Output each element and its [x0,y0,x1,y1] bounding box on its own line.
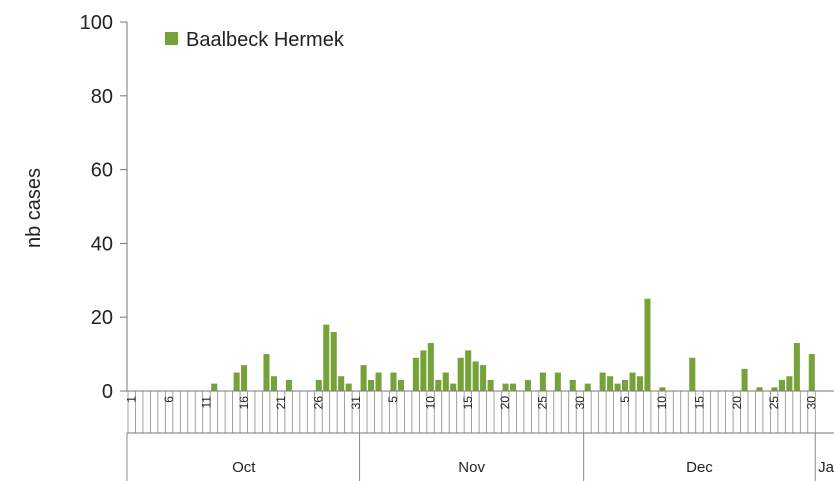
bar [450,383,457,391]
bar [636,376,644,391]
bar [741,368,748,391]
y-axis-title: nb cases [23,168,45,248]
month-label: Dec [686,459,713,476]
bar [270,376,277,391]
bar [569,379,576,391]
x-tick-label: 31 [349,396,363,410]
bar [412,357,419,391]
bar [263,354,270,391]
bar [241,365,248,391]
bar [397,379,404,391]
y-axis: 0 20 40 60 80 100 [80,12,128,403]
bar [345,383,352,391]
bar [442,372,449,391]
x-tick-label: 25 [536,396,550,410]
legend: Baalbeck Hermek [165,29,345,51]
y-tick-label: 100 [80,12,113,34]
bar [539,372,546,391]
bar [599,372,606,391]
y-tick-label: 20 [91,307,113,329]
y-tick-label: 60 [91,160,113,182]
x-tick-label: 15 [692,396,706,410]
bar [659,387,666,391]
x-tick-label: 25 [767,396,781,410]
bar [756,387,763,391]
bar [614,383,621,391]
bar [689,357,696,391]
month-label: Nov [458,459,485,476]
x-tick-label: 30 [573,396,587,410]
bar [607,376,614,391]
bar [472,361,479,391]
x-tick-label: 21 [274,396,288,410]
bar [315,379,322,391]
bar [786,376,793,391]
bar [502,383,509,391]
bar [457,357,464,391]
bars [211,298,815,391]
bar [420,350,427,391]
x-tick-label: 5 [618,396,632,403]
bar [211,383,218,391]
y-tick-label: 80 [91,86,113,108]
month-label: Oct [232,459,256,476]
bar [793,343,800,391]
x-tick-label: 20 [498,396,512,410]
bar [375,372,382,391]
bar [360,365,367,391]
bar [509,383,517,391]
x-tick-label: 26 [311,396,325,410]
bar [480,365,487,391]
month-label: Ja [818,459,834,476]
x-tick-label: 10 [424,396,438,410]
bar [330,331,337,391]
x-tick-label: 30 [805,396,819,410]
bar [323,324,330,391]
bar [338,376,345,391]
x-tick-label: 16 [237,396,251,410]
x-tick-label: 10 [655,396,669,410]
bar [808,354,815,391]
bar [390,372,397,391]
bar [435,379,442,391]
bar [622,379,629,391]
bar [554,372,561,391]
legend-label: Baalbeck Hermek [186,29,345,51]
bar [427,343,434,391]
bar [465,350,472,391]
x-tick-label: 11 [199,396,213,409]
bar [285,379,292,391]
bar [368,379,375,391]
x-tick-label: 15 [461,396,475,410]
y-tick-label: 40 [91,233,113,255]
legend-swatch [165,32,178,45]
bar [644,298,651,391]
bar [487,379,494,391]
bar [771,387,778,391]
bar [629,372,636,391]
y-tick-label: 0 [102,381,113,403]
bar [778,379,785,391]
bar [584,383,591,391]
x-tick-label: 6 [162,396,176,403]
x-tick-label: 1 [125,396,139,403]
bar [233,372,240,391]
bar [524,379,531,391]
x-tick-label: 20 [730,396,744,410]
x-tick-label: 5 [386,396,400,403]
